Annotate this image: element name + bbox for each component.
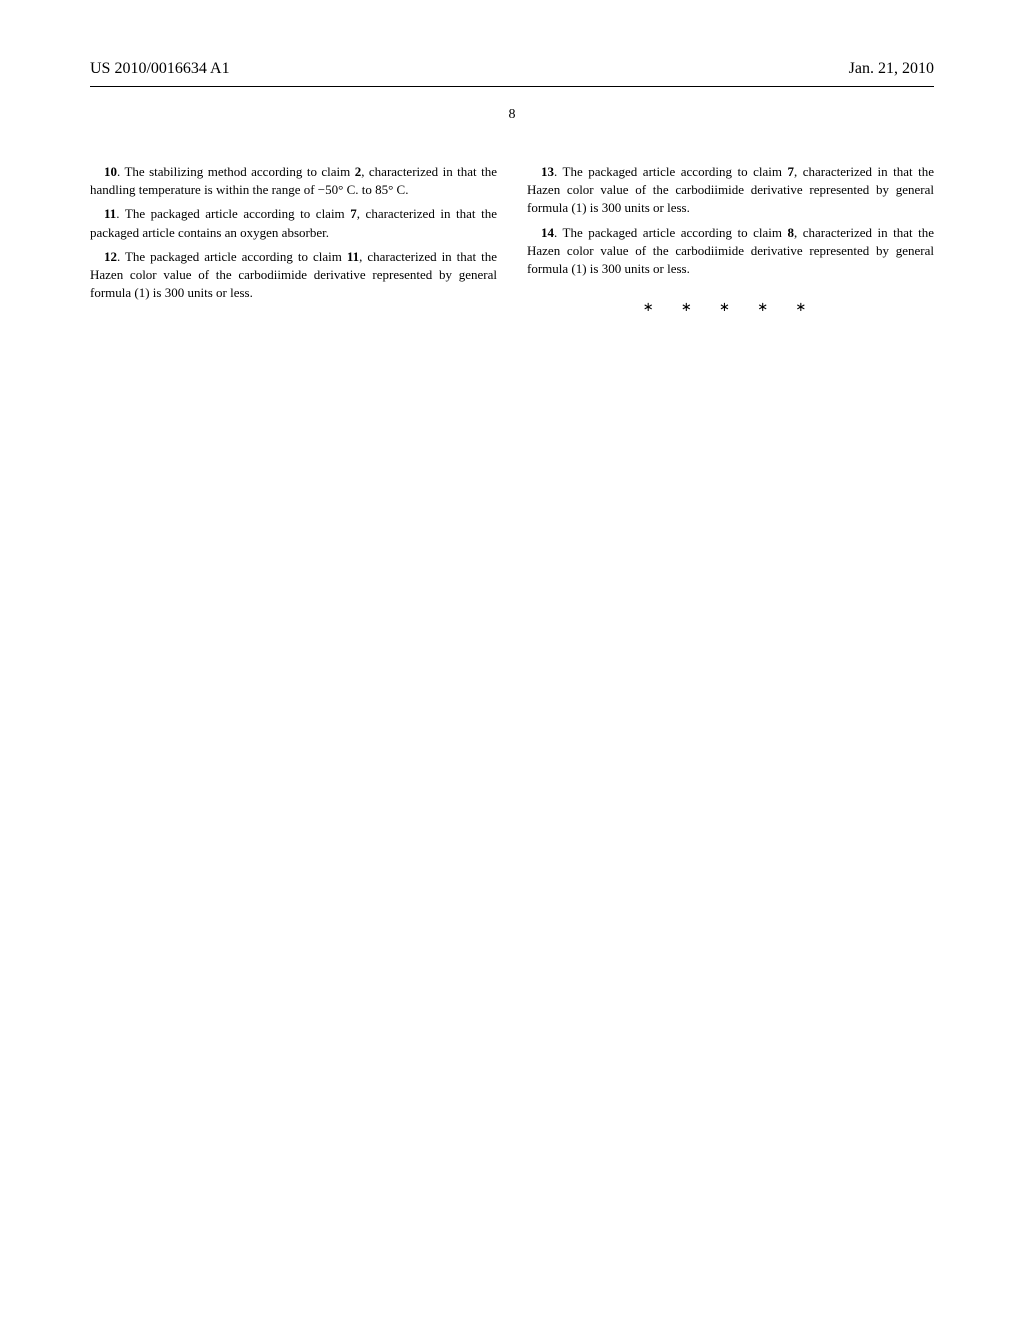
claim-11: 11. The packaged article according to cl… bbox=[90, 205, 497, 241]
claim-number: 10 bbox=[104, 164, 117, 179]
claim-14: 14. The packaged article according to cl… bbox=[527, 224, 934, 279]
claim-13: 13. The packaged article according to cl… bbox=[527, 163, 934, 218]
claim-number: 12 bbox=[104, 249, 117, 264]
left-column: 10. The stabilizing method according to … bbox=[90, 163, 497, 316]
publication-number: US 2010/0016634 A1 bbox=[90, 60, 230, 78]
right-column: 13. The packaged article according to cl… bbox=[527, 163, 934, 316]
columns-container: 10. The stabilizing method according to … bbox=[90, 163, 934, 316]
end-marks: ∗ ∗ ∗ ∗ ∗ bbox=[527, 298, 934, 316]
patent-page: US 2010/0016634 A1 Jan. 21, 2010 8 10. T… bbox=[0, 0, 1024, 1320]
claim-number: 11 bbox=[104, 206, 116, 221]
claim-ref: 11 bbox=[347, 249, 359, 264]
claim-text: . The packaged article according to clai… bbox=[554, 225, 788, 240]
claim-12: 12. The packaged article according to cl… bbox=[90, 248, 497, 303]
claim-10: 10. The stabilizing method according to … bbox=[90, 163, 497, 199]
page-number: 8 bbox=[90, 107, 934, 123]
claim-text: . The stabilizing method according to cl… bbox=[117, 164, 355, 179]
claim-text: . The packaged article according to clai… bbox=[554, 164, 788, 179]
claim-number: 13 bbox=[541, 164, 554, 179]
header-rule bbox=[90, 86, 934, 87]
claim-text: . The packaged article according to clai… bbox=[117, 249, 347, 264]
claim-text: . The packaged article according to clai… bbox=[116, 206, 350, 221]
header: US 2010/0016634 A1 Jan. 21, 2010 bbox=[90, 60, 934, 78]
claim-number: 14 bbox=[541, 225, 554, 240]
publication-date: Jan. 21, 2010 bbox=[849, 60, 934, 78]
